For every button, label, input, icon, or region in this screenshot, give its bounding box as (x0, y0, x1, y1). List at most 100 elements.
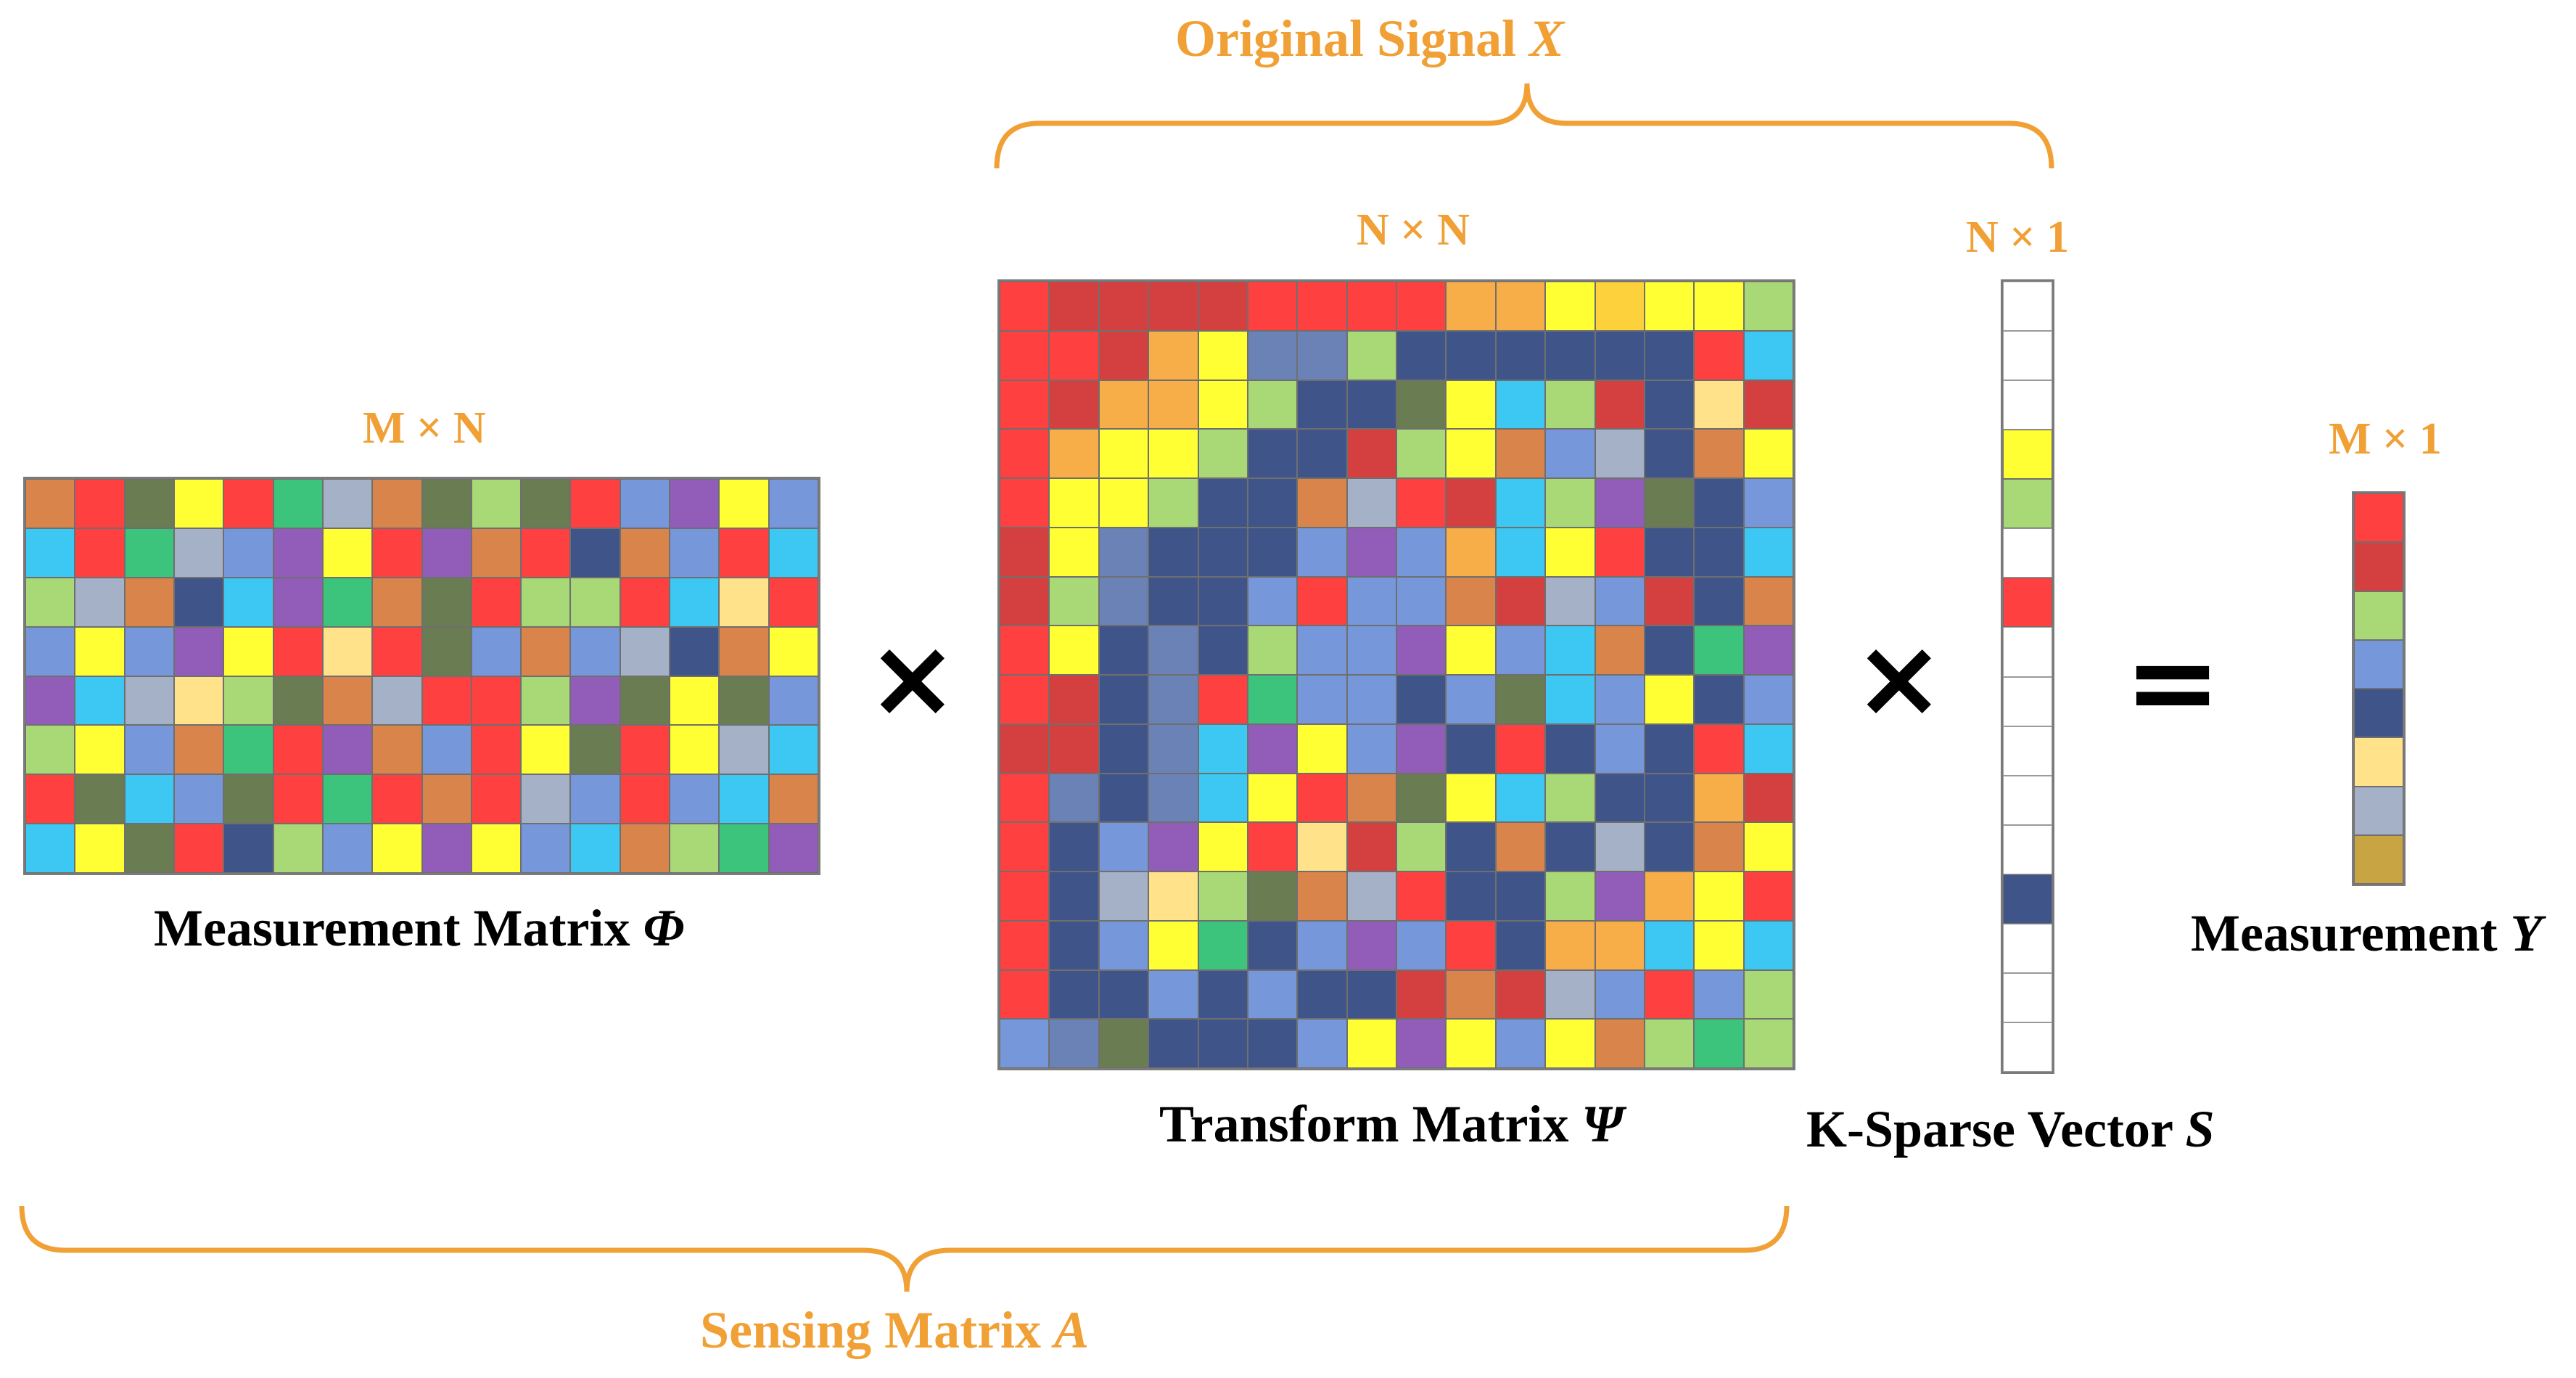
phi-cell (173, 725, 224, 775)
psi-cell (1098, 723, 1149, 774)
psi-cell (1346, 527, 1396, 577)
sensing-matrix-text: Sensing Matrix (700, 1301, 1055, 1359)
psi-cell (1198, 773, 1248, 823)
y-dimension-label: M × 1 (2329, 414, 2442, 464)
psi-cell (1049, 920, 1099, 970)
psi-cell (1743, 478, 1793, 528)
phi-cell (124, 676, 174, 726)
psi-cell (1049, 822, 1099, 871)
psi-cell (1644, 871, 1695, 921)
phi-cell (124, 577, 174, 627)
original-signal-brace (994, 83, 2054, 169)
phi-cell (570, 528, 620, 578)
phi-cell (768, 528, 818, 578)
psi-cell (1446, 380, 1496, 430)
psi-cell (1247, 380, 1298, 430)
psi-cell (1694, 822, 1744, 871)
phi-cell (421, 725, 472, 775)
phi-cell (570, 676, 620, 726)
psi-cell (1148, 527, 1198, 577)
psi-cell (1247, 920, 1298, 970)
phi-cell (75, 577, 125, 627)
phi-cell (768, 774, 818, 824)
psi-cell (1297, 429, 1347, 478)
psi-cell (1743, 675, 1793, 724)
psi-cell (1594, 380, 1645, 430)
psi-cell (1198, 969, 1248, 1020)
psi-cell (1049, 675, 1099, 724)
psi-cell (1247, 282, 1298, 331)
psi-cell (1297, 330, 1347, 380)
psi-cell (1644, 576, 1695, 626)
psi-cell (1594, 871, 1645, 921)
sensing-matrix-label: Sensing Matrix A (700, 1300, 1089, 1361)
phi-cell (322, 774, 373, 824)
y-cell (2354, 542, 2403, 591)
psi-cell (1000, 723, 1050, 774)
psi-cell (1049, 1019, 1099, 1068)
phi-cell (372, 824, 422, 873)
psi-cell (1396, 1019, 1447, 1068)
psi-cell (1000, 871, 1050, 921)
psi-cell (1743, 429, 1793, 478)
psi-cell (1396, 969, 1447, 1020)
psi-cell (1049, 871, 1099, 921)
psi-cell (1743, 822, 1793, 871)
psi-cell (1594, 429, 1645, 478)
psi-cell (1396, 380, 1447, 430)
psi-cell (1148, 822, 1198, 871)
sensing-matrix-brace (19, 1205, 1790, 1292)
phi-cell (570, 774, 620, 824)
y-caption-text: Measurement (2191, 904, 2511, 962)
psi-cell (1396, 723, 1447, 774)
phi-cell (768, 676, 818, 726)
psi-cell (1297, 527, 1347, 577)
phi-cell (521, 528, 571, 578)
psi-cell (1694, 723, 1744, 774)
psi-cell (1297, 675, 1347, 724)
phi-cell (719, 725, 769, 775)
phi-cell (273, 479, 323, 528)
psi-cell (1000, 969, 1050, 1020)
psi-cell (1743, 330, 1793, 380)
psi-cell (1346, 380, 1396, 430)
phi-cell (620, 479, 670, 528)
psi-cell (1049, 969, 1099, 1020)
psi-cell (1545, 626, 1595, 675)
phi-cell (421, 626, 472, 676)
psi-cell (1000, 675, 1050, 724)
psi-cell (1148, 429, 1198, 478)
psi-cell (1694, 969, 1744, 1020)
psi-cell (1644, 1019, 1695, 1068)
psi-cell (1198, 380, 1248, 430)
psi-cell (1148, 576, 1198, 626)
psi-cell (1743, 576, 1793, 626)
psi-cell (1000, 576, 1050, 626)
s-cell (2003, 874, 2052, 924)
psi-cell (1198, 822, 1248, 871)
psi-cell (1198, 723, 1248, 774)
phi-cell (273, 676, 323, 726)
equals-operator: = (2124, 614, 2222, 750)
phi-cell (75, 479, 125, 528)
phi-symbol: Φ (643, 899, 685, 957)
psi-cell (1247, 429, 1298, 478)
phi-cell (25, 528, 75, 578)
phi-cell (173, 528, 224, 578)
psi-cell (1247, 723, 1298, 774)
psi-cell (1148, 773, 1198, 823)
phi-cell (570, 626, 620, 676)
psi-cell (1396, 822, 1447, 871)
psi-dimension-label: N × N (1357, 205, 1470, 255)
phi-cell (372, 577, 422, 627)
s-cell (2003, 282, 2052, 332)
psi-cell (1000, 478, 1050, 528)
psi-cell (1545, 871, 1595, 921)
phi-cell (75, 824, 125, 873)
psi-cell (1594, 576, 1645, 626)
phi-cell (25, 577, 75, 627)
psi-cell (1000, 527, 1050, 577)
psi-cell (1346, 723, 1396, 774)
phi-cell (471, 528, 522, 578)
